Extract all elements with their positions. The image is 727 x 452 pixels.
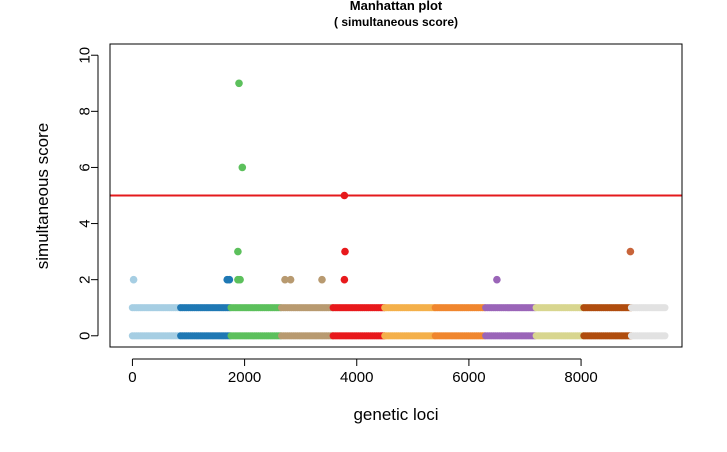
data-point xyxy=(493,275,501,284)
chart-subtitle: ( simultaneous score) xyxy=(334,15,458,29)
x-tick-label: 0 xyxy=(128,369,136,386)
y-axis-label: simultaneous score xyxy=(33,123,52,269)
data-point xyxy=(235,79,243,88)
y-tick-label: 8 xyxy=(77,107,94,115)
y-tick-label: 4 xyxy=(77,219,94,227)
x-tick-label: 4000 xyxy=(340,369,373,386)
data-point xyxy=(626,247,635,256)
data-point xyxy=(341,247,349,256)
y-tick-label: 0 xyxy=(77,332,94,340)
data-point xyxy=(129,275,138,284)
y-tick-label: 2 xyxy=(77,275,94,283)
data-point xyxy=(238,163,247,172)
data-points-highlighted xyxy=(129,79,635,284)
y-tick-label: 6 xyxy=(77,163,94,171)
y-tick-label: 10 xyxy=(77,47,94,64)
data-point xyxy=(225,275,234,284)
data-point xyxy=(318,275,326,284)
data-point xyxy=(661,332,669,340)
x-tick-label: 2000 xyxy=(228,369,261,386)
x-tick-label: 6000 xyxy=(452,369,485,386)
data-point xyxy=(286,275,295,284)
chart-title: Manhattan plot xyxy=(350,0,443,13)
y-axis: 0 2 4 6 8 10 xyxy=(77,47,99,340)
x-tick-label: 8000 xyxy=(564,369,597,386)
x-axis-label: genetic loci xyxy=(353,405,438,424)
data-point xyxy=(281,275,289,284)
data-point xyxy=(340,275,349,284)
plot-frame xyxy=(109,43,683,348)
data-points-bands xyxy=(128,304,669,340)
data-point xyxy=(234,247,242,256)
x-axis: 0 2000 4000 6000 8000 xyxy=(128,358,598,386)
data-point xyxy=(236,275,244,284)
data-point xyxy=(661,304,669,312)
